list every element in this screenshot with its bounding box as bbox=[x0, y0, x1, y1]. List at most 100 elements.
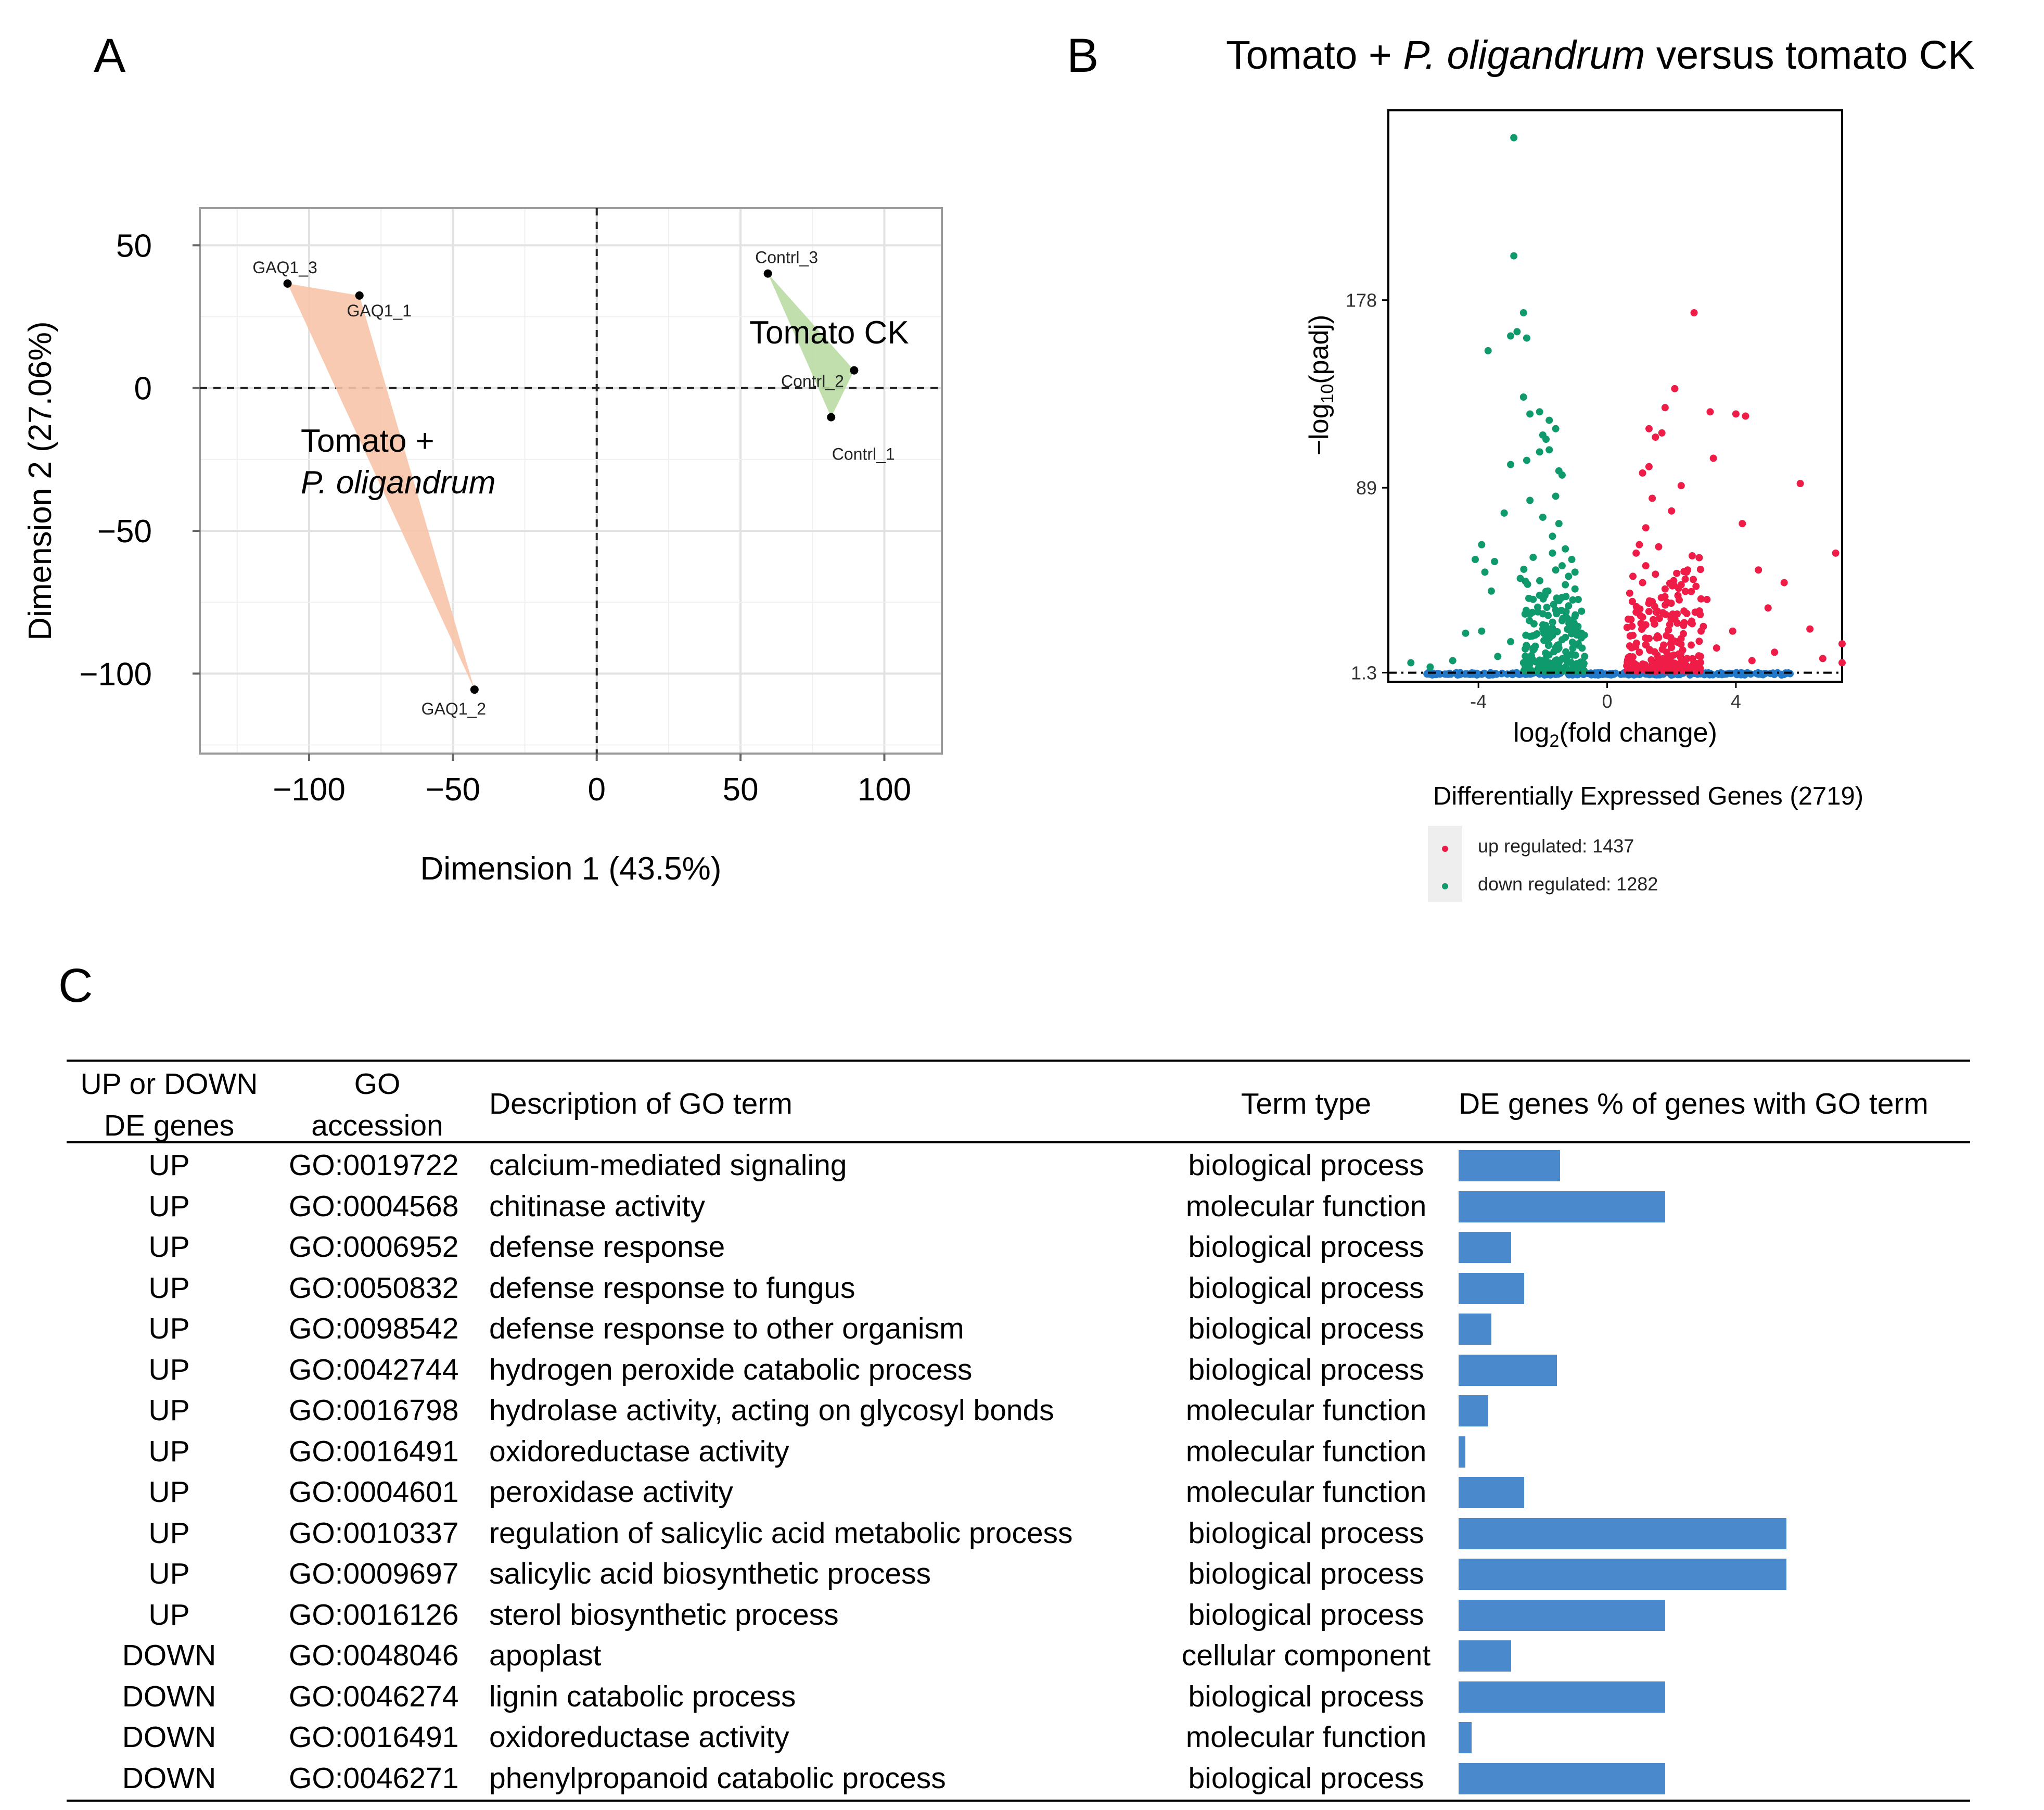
go-table-row: UP GO:0009697 salicylic acid biosynthetic … bbox=[0, 1553, 2044, 1594]
go-row-updown: DOWN bbox=[122, 1720, 216, 1754]
go-row-accession: GO:0004568 bbox=[289, 1189, 459, 1223]
go-row-accession: GO:0010337 bbox=[289, 1516, 459, 1550]
go-row-percent-bar bbox=[1459, 1518, 1786, 1549]
volcano-up-point bbox=[1642, 562, 1650, 570]
volcano-down-point bbox=[1555, 597, 1563, 605]
volcano-down-point bbox=[1562, 545, 1569, 553]
volcano-up-point bbox=[1729, 627, 1736, 635]
go-table-row: UP GO:0010337 regulation of salicylic acid… bbox=[0, 1513, 2044, 1553]
go-row-description: regulation of salicylic acid metabolic p… bbox=[489, 1516, 1073, 1550]
go-row-term-type: molecular function bbox=[1185, 1394, 1427, 1427]
volcano-down-point bbox=[1562, 648, 1570, 656]
mds-point-Contrl_3 bbox=[763, 269, 772, 278]
go-row-term-type: molecular function bbox=[1185, 1475, 1427, 1509]
volcano-up-point bbox=[1764, 604, 1772, 612]
volcano-down-point bbox=[1534, 603, 1541, 611]
volcano-down-point bbox=[1478, 541, 1486, 549]
volcano-title-pre: Tomato + bbox=[1226, 33, 1403, 78]
volcano-up-point bbox=[1671, 659, 1679, 667]
volcano-down-point bbox=[1407, 659, 1415, 667]
go-row-description: defense response to other organism bbox=[489, 1312, 964, 1345]
volcano-down-point bbox=[1426, 663, 1434, 671]
volcano-up-point bbox=[1636, 541, 1643, 549]
go-row-percent-bar bbox=[1459, 1150, 1561, 1181]
go-row-description: hydrogen peroxide catabolic process bbox=[489, 1353, 973, 1386]
go-row-accession: GO:0006952 bbox=[289, 1230, 459, 1264]
volcano-up-point bbox=[1630, 643, 1638, 651]
volcano-title-post: versus tomato CK bbox=[1645, 33, 1975, 78]
volcano-down-point bbox=[1536, 657, 1543, 665]
volcano-ticks: -4 0 4 1.3 89 178 bbox=[1346, 290, 1741, 712]
volcano-down-point bbox=[1523, 606, 1530, 614]
volcano-down-point bbox=[1572, 611, 1579, 619]
volcano-up-point bbox=[1658, 429, 1666, 437]
volcano-up-point bbox=[1832, 549, 1839, 557]
volcano-down-point bbox=[1573, 631, 1581, 639]
volcano-up-point bbox=[1662, 610, 1669, 618]
volcano-down-point bbox=[1579, 661, 1587, 669]
go-row-percent-bar bbox=[1459, 1559, 1786, 1590]
volcano-down-point bbox=[1562, 581, 1569, 589]
go-row-updown: UP bbox=[148, 1475, 190, 1509]
volcano-down-point bbox=[1539, 595, 1547, 603]
volcano-down-point bbox=[1549, 532, 1556, 540]
volcano-down-point bbox=[1568, 639, 1576, 646]
volcano-up-point bbox=[1680, 607, 1688, 615]
volcano-x-tick-label: 4 bbox=[1731, 691, 1741, 712]
panel-a-letter: A bbox=[94, 29, 126, 82]
volcano-up-point bbox=[1623, 623, 1631, 631]
volcano-plot: -4 0 4 1.3 89 178 log2(fold change) −log10(pa… bbox=[1304, 109, 1846, 751]
go-row-percent-bar bbox=[1459, 1640, 1511, 1672]
go-row-updown: UP bbox=[148, 1230, 190, 1264]
volcano-up-point bbox=[1683, 655, 1691, 662]
volcano-down-point bbox=[1530, 645, 1538, 653]
volcano-up-point bbox=[1653, 608, 1660, 616]
volcano-up-point bbox=[1748, 657, 1756, 665]
go-row-description: sterol biosynthetic process bbox=[489, 1598, 839, 1631]
go-row-accession: GO:0016126 bbox=[289, 1598, 459, 1631]
volcano-up-point bbox=[1688, 588, 1695, 595]
header-description: Description of GO term bbox=[489, 1087, 793, 1120]
mds-hull-ck bbox=[768, 273, 854, 417]
mds-x-axis-label: Dimension 1 (43.5%) bbox=[420, 851, 722, 887]
volcano-ns-point bbox=[1732, 669, 1740, 677]
volcano-down-point bbox=[1542, 436, 1550, 443]
volcano-down-point bbox=[1569, 596, 1577, 604]
volcano-up-point bbox=[1755, 566, 1762, 574]
volcano-down-point bbox=[1549, 618, 1556, 626]
volcano-up-point bbox=[1651, 620, 1658, 628]
volcano-x-tick-label: -4 bbox=[1470, 691, 1487, 712]
mds-plot-frame bbox=[199, 207, 943, 755]
go-row-term-type: biological process bbox=[1188, 1353, 1424, 1386]
go-row-updown: DOWN bbox=[122, 1639, 216, 1672]
volcano-up-point bbox=[1629, 653, 1637, 661]
volcano-down-point bbox=[1484, 347, 1492, 354]
volcano-up-point bbox=[1632, 549, 1640, 557]
go-row-description: defense response bbox=[489, 1230, 725, 1264]
volcano-down-point bbox=[1529, 553, 1537, 561]
volcano-down-point bbox=[1578, 607, 1586, 615]
volcano-down-point bbox=[1539, 513, 1547, 521]
volcano-up-point bbox=[1796, 480, 1804, 488]
legend-up-label: up regulated: 1437 bbox=[1478, 835, 1634, 857]
go-row-updown: UP bbox=[148, 1394, 190, 1427]
volcano-down-point bbox=[1557, 667, 1565, 675]
volcano-down-point bbox=[1471, 556, 1479, 564]
volcano-up-point bbox=[1651, 603, 1658, 610]
header-term-type: Term type bbox=[1241, 1087, 1372, 1120]
go-row-description: oxidoreductase activity bbox=[489, 1434, 789, 1468]
volcano-down-point bbox=[1558, 636, 1566, 644]
volcano-down-point bbox=[1449, 657, 1457, 665]
volcano-down-point bbox=[1564, 626, 1572, 633]
volcano-up-point bbox=[1673, 569, 1681, 577]
go-row-description: phenylpropanoid catabolic process bbox=[489, 1761, 946, 1795]
go-table-row: UP GO:0004601 peroxidase activity molecular… bbox=[0, 1472, 2044, 1512]
go-row-updown: UP bbox=[148, 1189, 190, 1223]
volcano-down-point bbox=[1544, 587, 1552, 595]
mds-ticks: −100 −50 0 50 100 50 0 −50 −100 bbox=[79, 228, 911, 808]
volcano-down-point bbox=[1565, 572, 1573, 580]
volcano-down-point bbox=[1552, 566, 1560, 574]
go-row-description: chitinase activity bbox=[489, 1189, 706, 1223]
volcano-ns-point bbox=[1458, 670, 1465, 678]
volcano-up-point bbox=[1649, 494, 1656, 502]
